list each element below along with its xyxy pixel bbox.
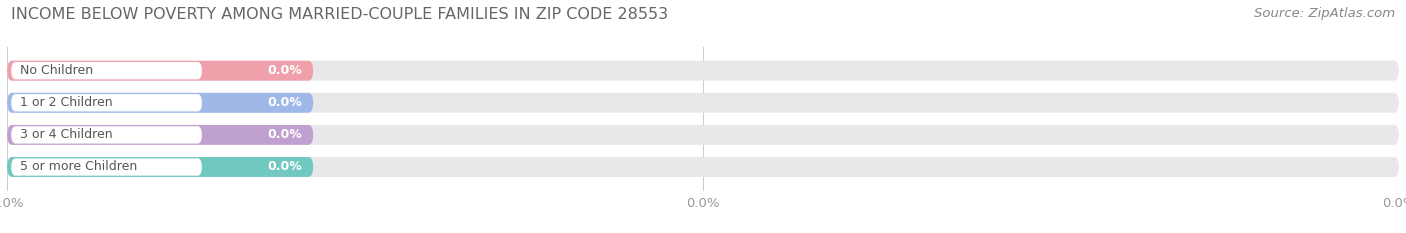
Text: INCOME BELOW POVERTY AMONG MARRIED-COUPLE FAMILIES IN ZIP CODE 28553: INCOME BELOW POVERTY AMONG MARRIED-COUPL… xyxy=(11,7,668,22)
FancyBboxPatch shape xyxy=(11,62,202,79)
FancyBboxPatch shape xyxy=(7,61,314,81)
FancyBboxPatch shape xyxy=(11,126,202,144)
Text: 1 or 2 Children: 1 or 2 Children xyxy=(20,96,112,109)
Text: 3 or 4 Children: 3 or 4 Children xyxy=(20,128,112,141)
FancyBboxPatch shape xyxy=(7,61,1399,81)
Text: 0.0%: 0.0% xyxy=(267,96,302,109)
Text: 0.0%: 0.0% xyxy=(267,128,302,141)
FancyBboxPatch shape xyxy=(11,94,202,111)
FancyBboxPatch shape xyxy=(7,125,1399,145)
FancyBboxPatch shape xyxy=(7,93,1399,113)
Text: 0.0%: 0.0% xyxy=(267,161,302,174)
FancyBboxPatch shape xyxy=(7,157,1399,177)
FancyBboxPatch shape xyxy=(7,125,314,145)
Text: Source: ZipAtlas.com: Source: ZipAtlas.com xyxy=(1254,7,1395,20)
Text: No Children: No Children xyxy=(20,64,93,77)
Text: 5 or more Children: 5 or more Children xyxy=(20,161,136,174)
FancyBboxPatch shape xyxy=(7,157,314,177)
Text: 0.0%: 0.0% xyxy=(267,64,302,77)
FancyBboxPatch shape xyxy=(11,158,202,176)
FancyBboxPatch shape xyxy=(7,93,314,113)
